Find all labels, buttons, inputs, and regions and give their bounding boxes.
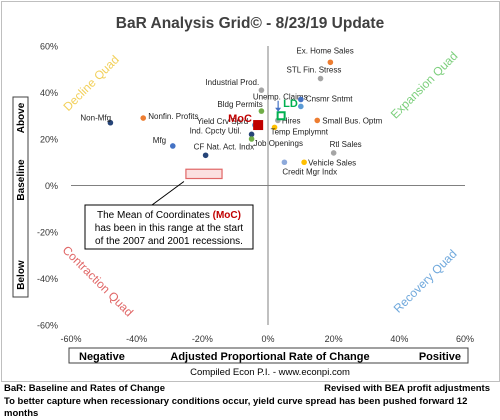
x-label-positive: Positive [419, 351, 461, 363]
footer-right: Revised with BEA profit adjustments [324, 383, 490, 394]
annotation-pointer [151, 181, 185, 206]
data-point [298, 96, 304, 103]
data-point [327, 59, 334, 66]
y-tick-label: 60% [40, 42, 58, 52]
x-tick-label: 20% [325, 334, 343, 344]
data-point [281, 159, 288, 166]
x-label-box [68, 347, 469, 364]
point-label: Vehicle Sales [308, 158, 356, 167]
annotation-line-3: of the 2007 and 2001 recessions. [95, 236, 243, 247]
point-label: Job Openings [254, 139, 303, 148]
data-point [317, 75, 324, 82]
data-point [248, 136, 255, 142]
y-tick-label: -60% [37, 321, 58, 331]
quadrant-label: Expansion Quad [388, 49, 461, 122]
point-label: CF Nat. Act. Indx [194, 142, 254, 151]
point-label: Hires [282, 116, 301, 125]
point-label: Non-Mfg [80, 114, 111, 123]
point-label: Industrial Prod. [205, 78, 259, 87]
ld-marker [276, 111, 286, 121]
footer-line-2: To better capture when recessionary cond… [4, 396, 468, 419]
data-point [271, 124, 278, 131]
data-point [258, 108, 265, 114]
point-label: Ind. Cpcty Util. [190, 126, 242, 135]
point-label: Rtl Sales [330, 140, 362, 149]
data-point [140, 115, 147, 121]
annotation-line-2: has been in this range at the start [95, 223, 244, 234]
data-point [298, 103, 304, 110]
chart-title: BaR Analysis Grid© - 8/23/19 Update [116, 15, 385, 32]
data-point [107, 119, 114, 126]
y-label-box [12, 96, 29, 298]
chart-frame: BaR Analysis Grid© - 8/23/19 Update 60% 40… [1, 1, 500, 382]
y-label-above: Above [16, 102, 27, 133]
quadrant-label: Recovery Quad [391, 247, 460, 316]
data-point [202, 152, 209, 159]
x-tick-label: 0% [261, 334, 274, 344]
data-point [301, 159, 307, 166]
annotation-moc-highlight: (MoC) [213, 210, 241, 221]
y-label-below: Below [16, 260, 27, 290]
point-label: STL Fin. Stress [287, 66, 342, 75]
ld-arrow-head [275, 107, 282, 112]
annotation-text: The Mean of Coordinates [97, 210, 213, 221]
quadrant-label: Contraction Quad [60, 243, 136, 319]
x-tick-label: -40% [126, 334, 147, 344]
x-tick-label: 40% [390, 334, 408, 344]
moc-label: MoC [228, 113, 252, 125]
x-tick-label: 60% [456, 334, 474, 344]
y-tick-label: -40% [37, 274, 58, 284]
data-point [258, 87, 265, 93]
point-label: Cnsmr Sntmt [306, 94, 353, 103]
data-point [330, 150, 337, 156]
scatter-chart: BaR Analysis Grid© - 8/23/19 Update 60% 40… [12, 15, 474, 378]
point-label: Nonfin. Profits [148, 112, 198, 121]
moc-marker [253, 120, 264, 131]
point-label: Ex. Home Sales [296, 46, 353, 55]
x-axis-title: Adjusted Proportional Rate of Change [170, 351, 369, 363]
point-label: Credit Mgr Indx [282, 167, 337, 176]
point-label: Mfg [153, 136, 166, 145]
footer-line-1: BaR: Baseline and Rates of Change Revise… [4, 383, 496, 395]
y-tick-label: 0% [45, 181, 58, 191]
x-label-negative: Negative [79, 351, 125, 363]
point-label: Temp Emplymnt [271, 127, 329, 136]
y-tick-label: 40% [40, 88, 58, 98]
y-tick-label: -20% [37, 228, 58, 238]
annotation-line-1: The Mean of Coordinates (MoC) [97, 210, 241, 221]
y-label-baseline: Baseline [16, 159, 27, 201]
point-label: Bldg Permits [217, 100, 262, 109]
data-point [248, 131, 255, 138]
footer-left: BaR: Baseline and Rates of Change [4, 383, 166, 394]
point-label: Unemp. Claims [253, 92, 308, 101]
point-label: Yield Crv Sprd [197, 117, 248, 126]
data-point [314, 117, 321, 124]
moc-range-box [185, 168, 223, 180]
y-tick-label: 20% [40, 135, 58, 145]
compiled-by: Compiled Econ P.I. - www.econpi.com [190, 367, 350, 378]
point-label: Small Bus. Optm [322, 116, 382, 125]
data-point [169, 143, 176, 149]
quadrant-label: Decline Quad [61, 53, 122, 114]
x-tick-label: -20% [192, 334, 213, 344]
annotation-box [84, 204, 254, 250]
x-tick-label: -60% [60, 334, 81, 344]
ld-label: LD [283, 98, 298, 110]
